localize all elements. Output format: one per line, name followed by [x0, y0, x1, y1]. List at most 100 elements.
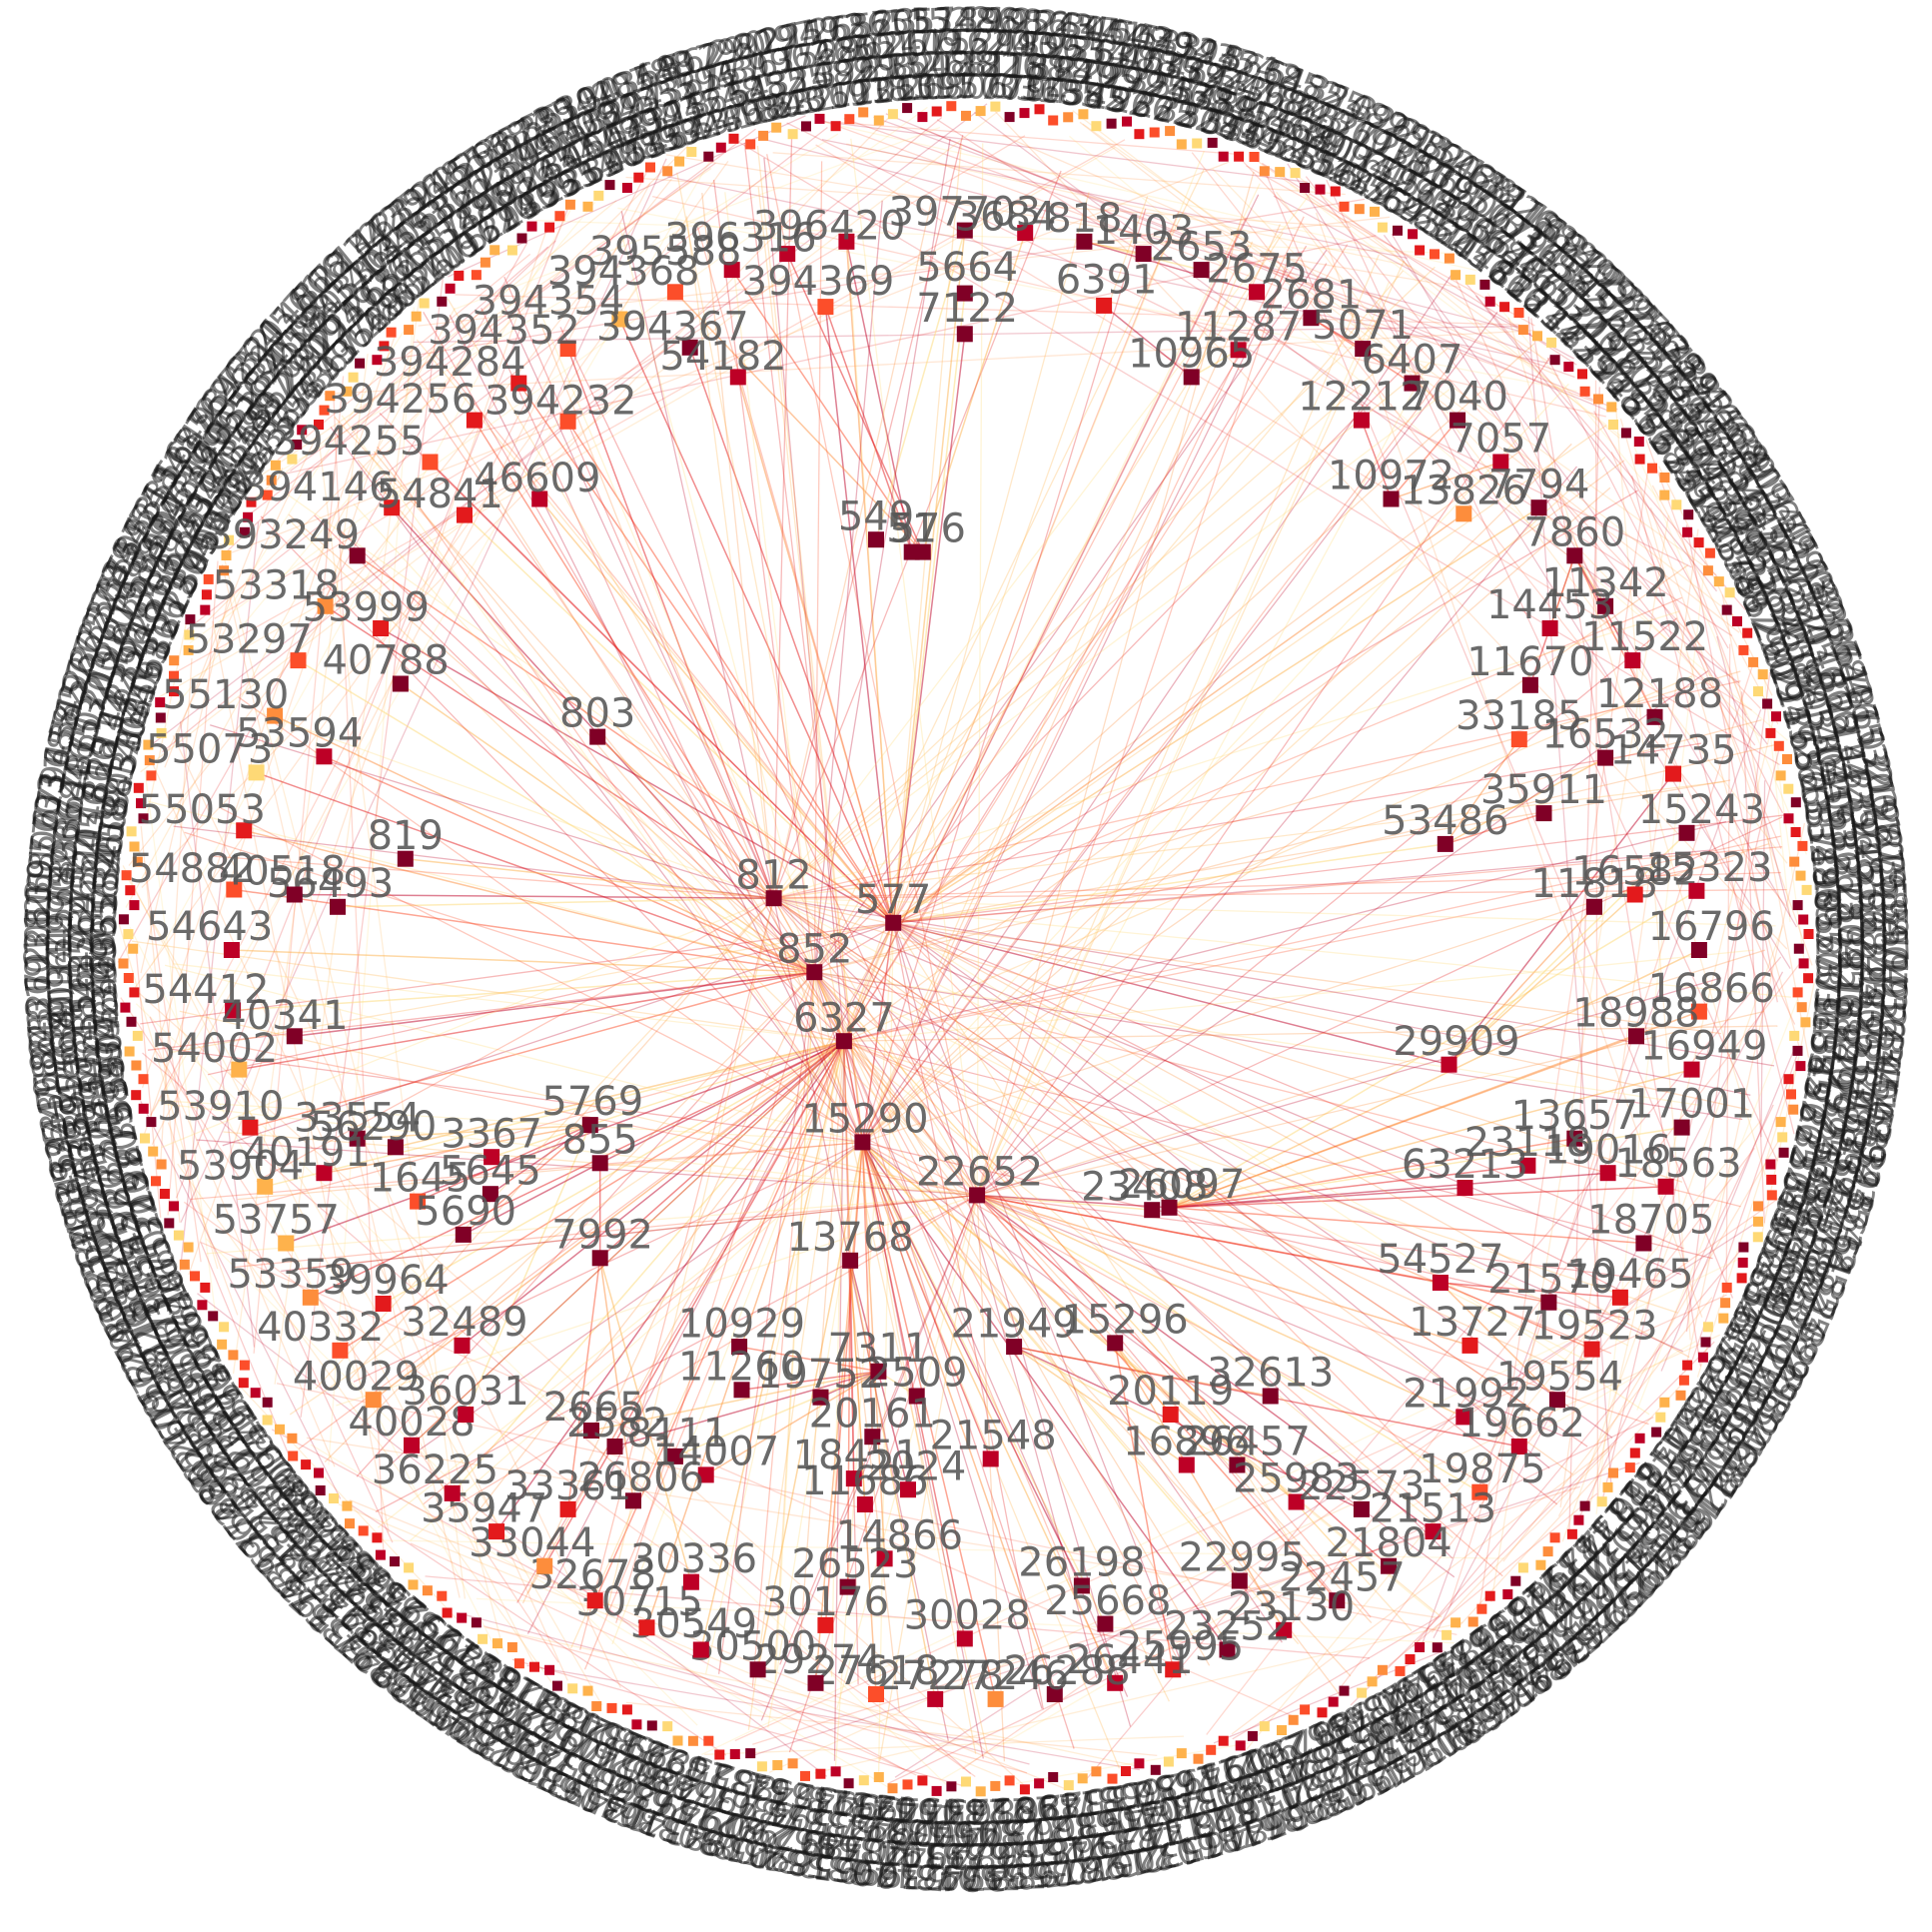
graph-node[interactable]: 812 [735, 852, 812, 907]
graph-node[interactable]: 15243 [1638, 787, 1765, 841]
ring-edge [962, 1198, 1779, 1770]
graph-node[interactable]: 54527 [1377, 1237, 1504, 1291]
graph-node[interactable]: 11522 [1581, 614, 1708, 669]
graph-node[interactable]: 55053 [139, 787, 266, 839]
graph-node[interactable]: 26097 [1118, 1162, 1245, 1216]
graph-node[interactable]: 53999 [303, 585, 430, 636]
graph-node[interactable]: 20119 [1107, 1369, 1234, 1423]
ring-node [931, 1785, 942, 1796]
graph-node[interactable]: 22995 [1179, 1535, 1306, 1589]
node-label: 53757 [213, 1198, 340, 1244]
graph-node[interactable]: 21548 [929, 1414, 1057, 1467]
graph-node[interactable]: 30176 [762, 1579, 889, 1633]
graph-node[interactable]: 16796 [1648, 904, 1775, 958]
graph-node[interactable]: 15296 [1061, 1298, 1189, 1352]
graph-node[interactable]: 54841 [377, 472, 503, 523]
graph-node[interactable]: 40191 [243, 1130, 371, 1182]
graph-node[interactable]: 40518 [219, 849, 346, 903]
graph-edge [893, 843, 1446, 924]
graph-node[interactable]: 855 [562, 1118, 638, 1172]
ring-node [1218, 1735, 1229, 1746]
ring-edge [120, 997, 559, 1663]
graph-node[interactable]: 21949 [950, 1301, 1078, 1356]
ring-node [1165, 126, 1176, 137]
graph-node[interactable]: 13768 [786, 1215, 914, 1269]
hub-edge [173, 825, 774, 899]
hub-edge [861, 383, 1569, 1143]
ring-node [1442, 1629, 1452, 1640]
hub-edge [892, 922, 1684, 1250]
graph-node[interactable]: 33361 [504, 1463, 631, 1517]
graph-node[interactable]: 40788 [322, 638, 450, 692]
ring-node-label: 30028 [887, 44, 996, 87]
graph-node[interactable]: 5690 [415, 1189, 516, 1243]
graph-node[interactable]: 19465 [1566, 1252, 1693, 1306]
hub-edge [315, 897, 775, 1390]
graph-node[interactable]: 22652 [916, 1150, 1043, 1204]
graph-node[interactable]: 394232 [484, 378, 637, 430]
ring-node [830, 1766, 841, 1777]
graph-edge [861, 1142, 992, 1459]
ring-node [1620, 428, 1631, 439]
graph-node[interactable]: 15290 [801, 1097, 929, 1151]
graph-node[interactable]: 394255 [273, 419, 439, 471]
ring-node [390, 1556, 400, 1567]
ring-node [1789, 1030, 1800, 1041]
hub-edge [743, 142, 864, 1143]
graph-node[interactable]: 803 [559, 691, 635, 745]
ring-node [1476, 1603, 1487, 1614]
graph-node[interactable]: 36031 [403, 1369, 529, 1423]
graph-edge [274, 714, 815, 973]
ring-node [355, 358, 366, 369]
ring-node [1249, 152, 1260, 162]
graph-node[interactable]: 30028 [904, 1593, 1031, 1647]
graph-node[interactable]: 7794 [1488, 462, 1590, 516]
hub-edge [813, 232, 1284, 973]
graph-node[interactable]: 54182 [659, 334, 787, 386]
graph-edge [395, 1040, 845, 1149]
graph-node[interactable]: 53594 [236, 711, 363, 765]
graph-node[interactable]: 63213 [1402, 1142, 1528, 1196]
node-label: 39964 [322, 1258, 449, 1304]
graph-node[interactable]: 18705 [1587, 1198, 1714, 1252]
graph-node[interactable]: 3684 [955, 195, 1057, 242]
graph-node[interactable]: 53297 [186, 617, 313, 669]
graph-node[interactable]: 7860 [1523, 509, 1625, 564]
graph-node[interactable]: 15323 [1645, 845, 1772, 899]
graph-node[interactable]: 13727 [1409, 1300, 1536, 1354]
graph-node[interactable]: 30336 [630, 1536, 757, 1590]
ring-node-label: 13727 [1823, 832, 1870, 943]
graph-node[interactable]: 40332 [257, 1305, 384, 1359]
graph-node[interactable]: 11670 [1466, 639, 1594, 693]
graph-node[interactable]: 16949 [1640, 1024, 1767, 1078]
graph-node[interactable]: 40341 [221, 993, 349, 1045]
hub-edge [773, 266, 1436, 899]
graph-node[interactable]: 819 [368, 813, 444, 867]
graph-node[interactable]: 53486 [1382, 798, 1508, 852]
graph-node[interactable]: 53910 [157, 1084, 284, 1136]
graph-node[interactable]: 22573 [1298, 1463, 1426, 1517]
graph-node[interactable]: 29909 [1393, 1019, 1520, 1073]
ring-node [190, 1271, 200, 1282]
graph-node[interactable]: 19523 [1530, 1304, 1658, 1358]
graph-node[interactable]: 36225 [372, 1448, 498, 1501]
graph-node[interactable]: 32489 [401, 1300, 528, 1354]
graph-node[interactable]: 396420 [753, 203, 906, 250]
node-label: 7122 [916, 286, 1018, 332]
graph-node[interactable]: 18563 [1614, 1141, 1742, 1195]
graph-node[interactable]: 6327 [793, 995, 895, 1050]
ring-edge [1763, 670, 1791, 922]
graph-node[interactable]: 14735 [1609, 728, 1737, 782]
graph-node[interactable]: 577 [855, 877, 931, 931]
graph-node[interactable]: 7992 [551, 1213, 653, 1267]
graph-node[interactable]: 393249 [207, 512, 366, 564]
graph-node[interactable]: 852 [776, 926, 852, 981]
graph-node[interactable]: 51 [886, 506, 937, 560]
graph-node[interactable]: 10965 [1128, 332, 1255, 386]
graph-node[interactable]: 53757 [213, 1198, 340, 1252]
ring-node [1678, 1375, 1689, 1386]
graph-node[interactable]: 40029 [293, 1354, 420, 1409]
ring-node [123, 929, 134, 940]
ring-edge [1287, 163, 1791, 969]
graph-node[interactable]: 54643 [146, 904, 273, 958]
